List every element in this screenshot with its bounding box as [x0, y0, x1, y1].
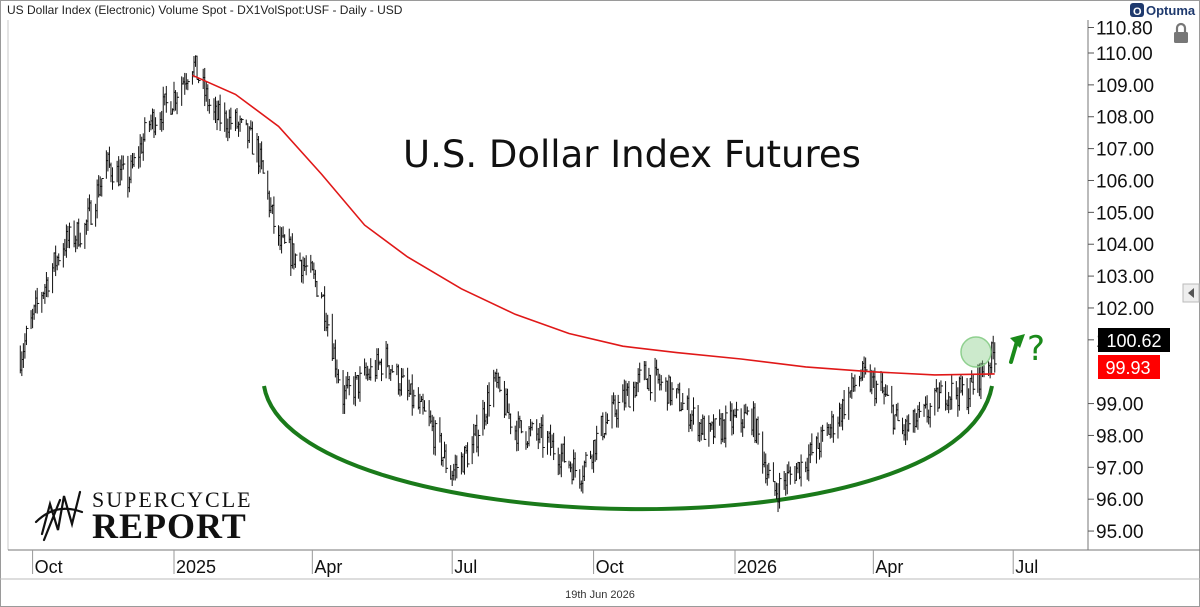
price-bars	[19, 55, 997, 513]
optuma-logo: O Optuma	[1130, 3, 1196, 18]
y-tick-label: 108.00	[1096, 108, 1154, 129]
breakout-highlight-circle	[960, 336, 992, 368]
optuma-brand-label: Optuma	[1146, 3, 1196, 18]
x-tick-label: Oct	[35, 557, 63, 577]
moving-average-line	[192, 74, 995, 376]
y-tick-label: 110.00	[1096, 44, 1153, 65]
x-tick-label: 2025	[176, 557, 216, 577]
y-tick-label: 102.00	[1096, 299, 1154, 320]
ma-price-badge-text: 99.93	[1105, 358, 1150, 378]
footer-date: 19th Jun 2026	[565, 589, 635, 601]
x-tick-label: Jul	[454, 557, 477, 577]
lock-icon[interactable]	[1174, 22, 1188, 43]
x-tick-label: Oct	[596, 557, 624, 577]
y-tick-label: 105.00	[1096, 203, 1154, 224]
x-tick-label: 2026	[737, 557, 777, 577]
last-price-badge: 100.62	[1098, 328, 1170, 352]
last-price-badge-text: 100.62	[1106, 331, 1161, 351]
y-tick-label: 107.00	[1096, 140, 1154, 161]
y-tick-label: 106.00	[1096, 171, 1154, 192]
x-tick-label: Apr	[875, 557, 903, 577]
collapse-arrow-icon[interactable]	[1182, 283, 1200, 303]
bowl-arc	[262, 385, 994, 511]
x-axis-ticks: Oct 2025 Apr Jul Oct 2026 Apr Jul	[32, 550, 1038, 577]
y-tick-label: 96.00	[1096, 490, 1144, 511]
y-axis-ticks: 110.80 110.00 109.00 108.00 107.00 106.00 105.…	[1088, 19, 1154, 543]
last-price-badge-bg	[1098, 328, 1170, 352]
y-tick-label: 103.00	[1096, 267, 1154, 288]
y-tick-label: 95.00	[1096, 522, 1144, 543]
ma-price-badge-bg	[1098, 355, 1160, 379]
chart-header-title: US Dollar Index (Electronic) Volume Spot…	[7, 3, 403, 17]
logo-line-1: SUPERCYCLE	[92, 487, 253, 512]
supercycle-logo: SUPERCYCLE REPORT	[34, 487, 253, 546]
y-tick-label: 110.80	[1096, 19, 1153, 40]
x-tick-label: Jul	[1015, 557, 1038, 577]
x-tick-label: Apr	[314, 557, 342, 577]
y-tick-label: 98.00	[1096, 426, 1144, 447]
chart-title: U.S. Dollar Index Futures	[403, 133, 861, 176]
optuma-logo-icon	[1130, 3, 1144, 17]
y-tick-label: 104.00	[1096, 235, 1154, 256]
up-arrow-icon	[1009, 334, 1025, 364]
y-tick-label: 97.00	[1096, 458, 1144, 479]
logo-line-2: REPORT	[92, 506, 247, 546]
optuma-logo-glyph: O	[1133, 6, 1142, 18]
question-annotation: ?	[1027, 329, 1045, 369]
supercycle-logo-icon	[34, 490, 84, 542]
y-tick-label: 99.00	[1096, 395, 1144, 416]
ma-price-badge: 99.93	[1098, 355, 1160, 379]
y-tick-label: 109.00	[1096, 76, 1154, 97]
